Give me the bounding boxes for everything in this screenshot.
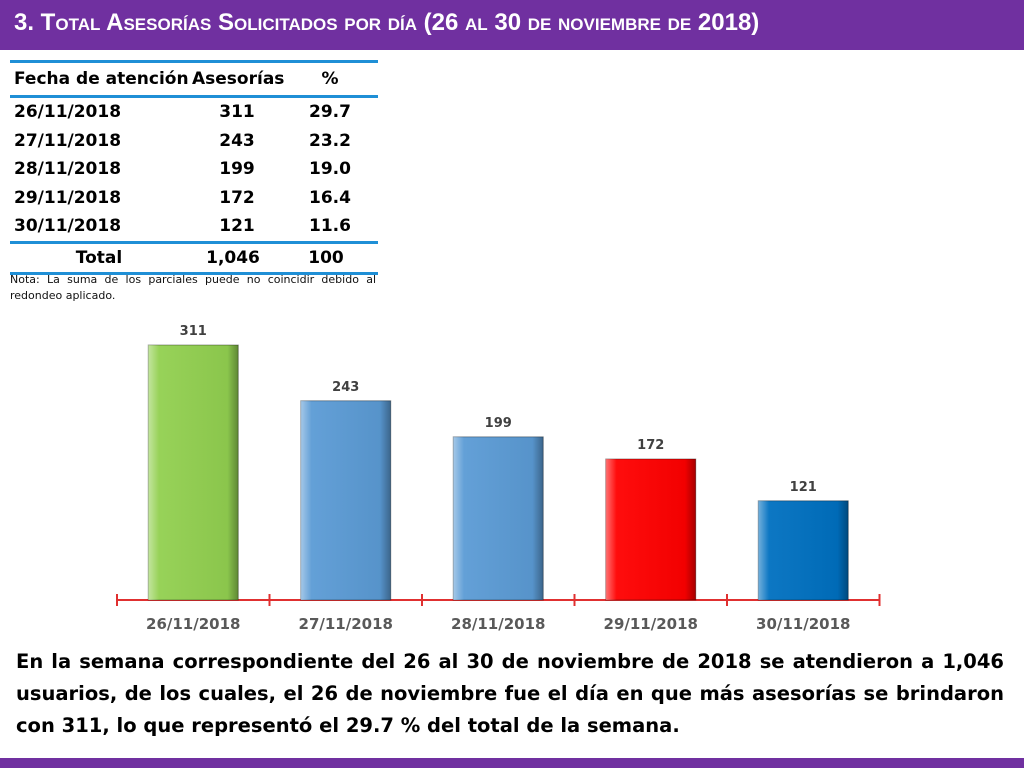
cell-count: 172 (219, 187, 255, 208)
bar-value-label: 243 (332, 380, 359, 395)
cell-count: 121 (219, 216, 255, 237)
cell-percent: 16.4 (309, 187, 351, 208)
table-header-rule (10, 95, 378, 98)
header-date: Fecha de atención (14, 69, 189, 89)
table-row: 29/11/2018 172 16.4 (10, 184, 378, 213)
x-tick-label: 27/11/2018 (299, 615, 393, 633)
header-count: Asesorías (192, 69, 285, 89)
table-total-rule (10, 240, 378, 244)
bar-bevel (758, 500, 849, 600)
total-percent: 100 (308, 247, 344, 268)
data-table: Fecha de atención Asesorías % 26/11/2018… (10, 60, 378, 275)
bar-value-label: 311 (180, 324, 207, 339)
table-note: Nota: La suma de los parciales puede no … (10, 273, 376, 302)
x-tick-label: 29/11/2018 (604, 615, 698, 633)
table-row: 26/11/2018 311 29.7 (10, 98, 378, 127)
cell-date: 29/11/2018 (14, 187, 122, 208)
bar-value-label: 199 (485, 416, 512, 431)
cell-percent: 23.2 (309, 130, 351, 151)
cell-date: 30/11/2018 (14, 216, 122, 237)
bar-bevel (300, 400, 391, 600)
bar-bevel (453, 436, 544, 600)
table-total-row: Total 1,046 100 (10, 244, 378, 273)
bar-value-label: 121 (790, 480, 817, 495)
table-top-rule (10, 60, 378, 63)
x-tick-label: 26/11/2018 (146, 615, 240, 633)
table-bottom-rule (10, 272, 378, 275)
cell-date: 27/11/2018 (14, 130, 122, 151)
title-bar: 3. Total Asesorías Solicitados por día (… (0, 0, 1024, 50)
slide-title: 3. Total Asesorías Solicitados por día (… (14, 9, 760, 36)
cell-count: 199 (219, 159, 255, 180)
table-row: 28/11/2018 199 19.0 (10, 155, 378, 184)
cell-percent: 29.7 (309, 102, 351, 123)
cell-count: 243 (219, 130, 255, 151)
bar-bevel (148, 345, 239, 600)
table-row: 27/11/2018 243 23.2 (10, 127, 378, 156)
cell-count: 311 (219, 102, 255, 123)
cell-date: 28/11/2018 (14, 159, 122, 180)
table-row: 30/11/2018 121 11.6 (10, 212, 378, 241)
header-percent: % (321, 69, 339, 89)
cell-date: 26/11/2018 (14, 102, 122, 123)
total-label: Total (75, 247, 123, 268)
x-tick-label: 30/11/2018 (756, 615, 850, 633)
x-tick-label: 28/11/2018 (451, 615, 545, 633)
table-header-row: Fecha de atención Asesorías % (10, 63, 378, 95)
bottom-bar (0, 758, 1024, 768)
bar-bevel (605, 458, 696, 600)
summary-paragraph: En la semana correspondiente del 26 al 3… (16, 650, 1004, 737)
bar-chart: 311 26/11/2018 243 27/11/2018 199 28/11/2018 1… (116, 324, 881, 633)
bar-value-label: 172 (637, 438, 664, 453)
cell-percent: 19.0 (309, 159, 351, 180)
total-count: 1,046 (206, 247, 260, 268)
cell-percent: 11.6 (309, 216, 351, 237)
